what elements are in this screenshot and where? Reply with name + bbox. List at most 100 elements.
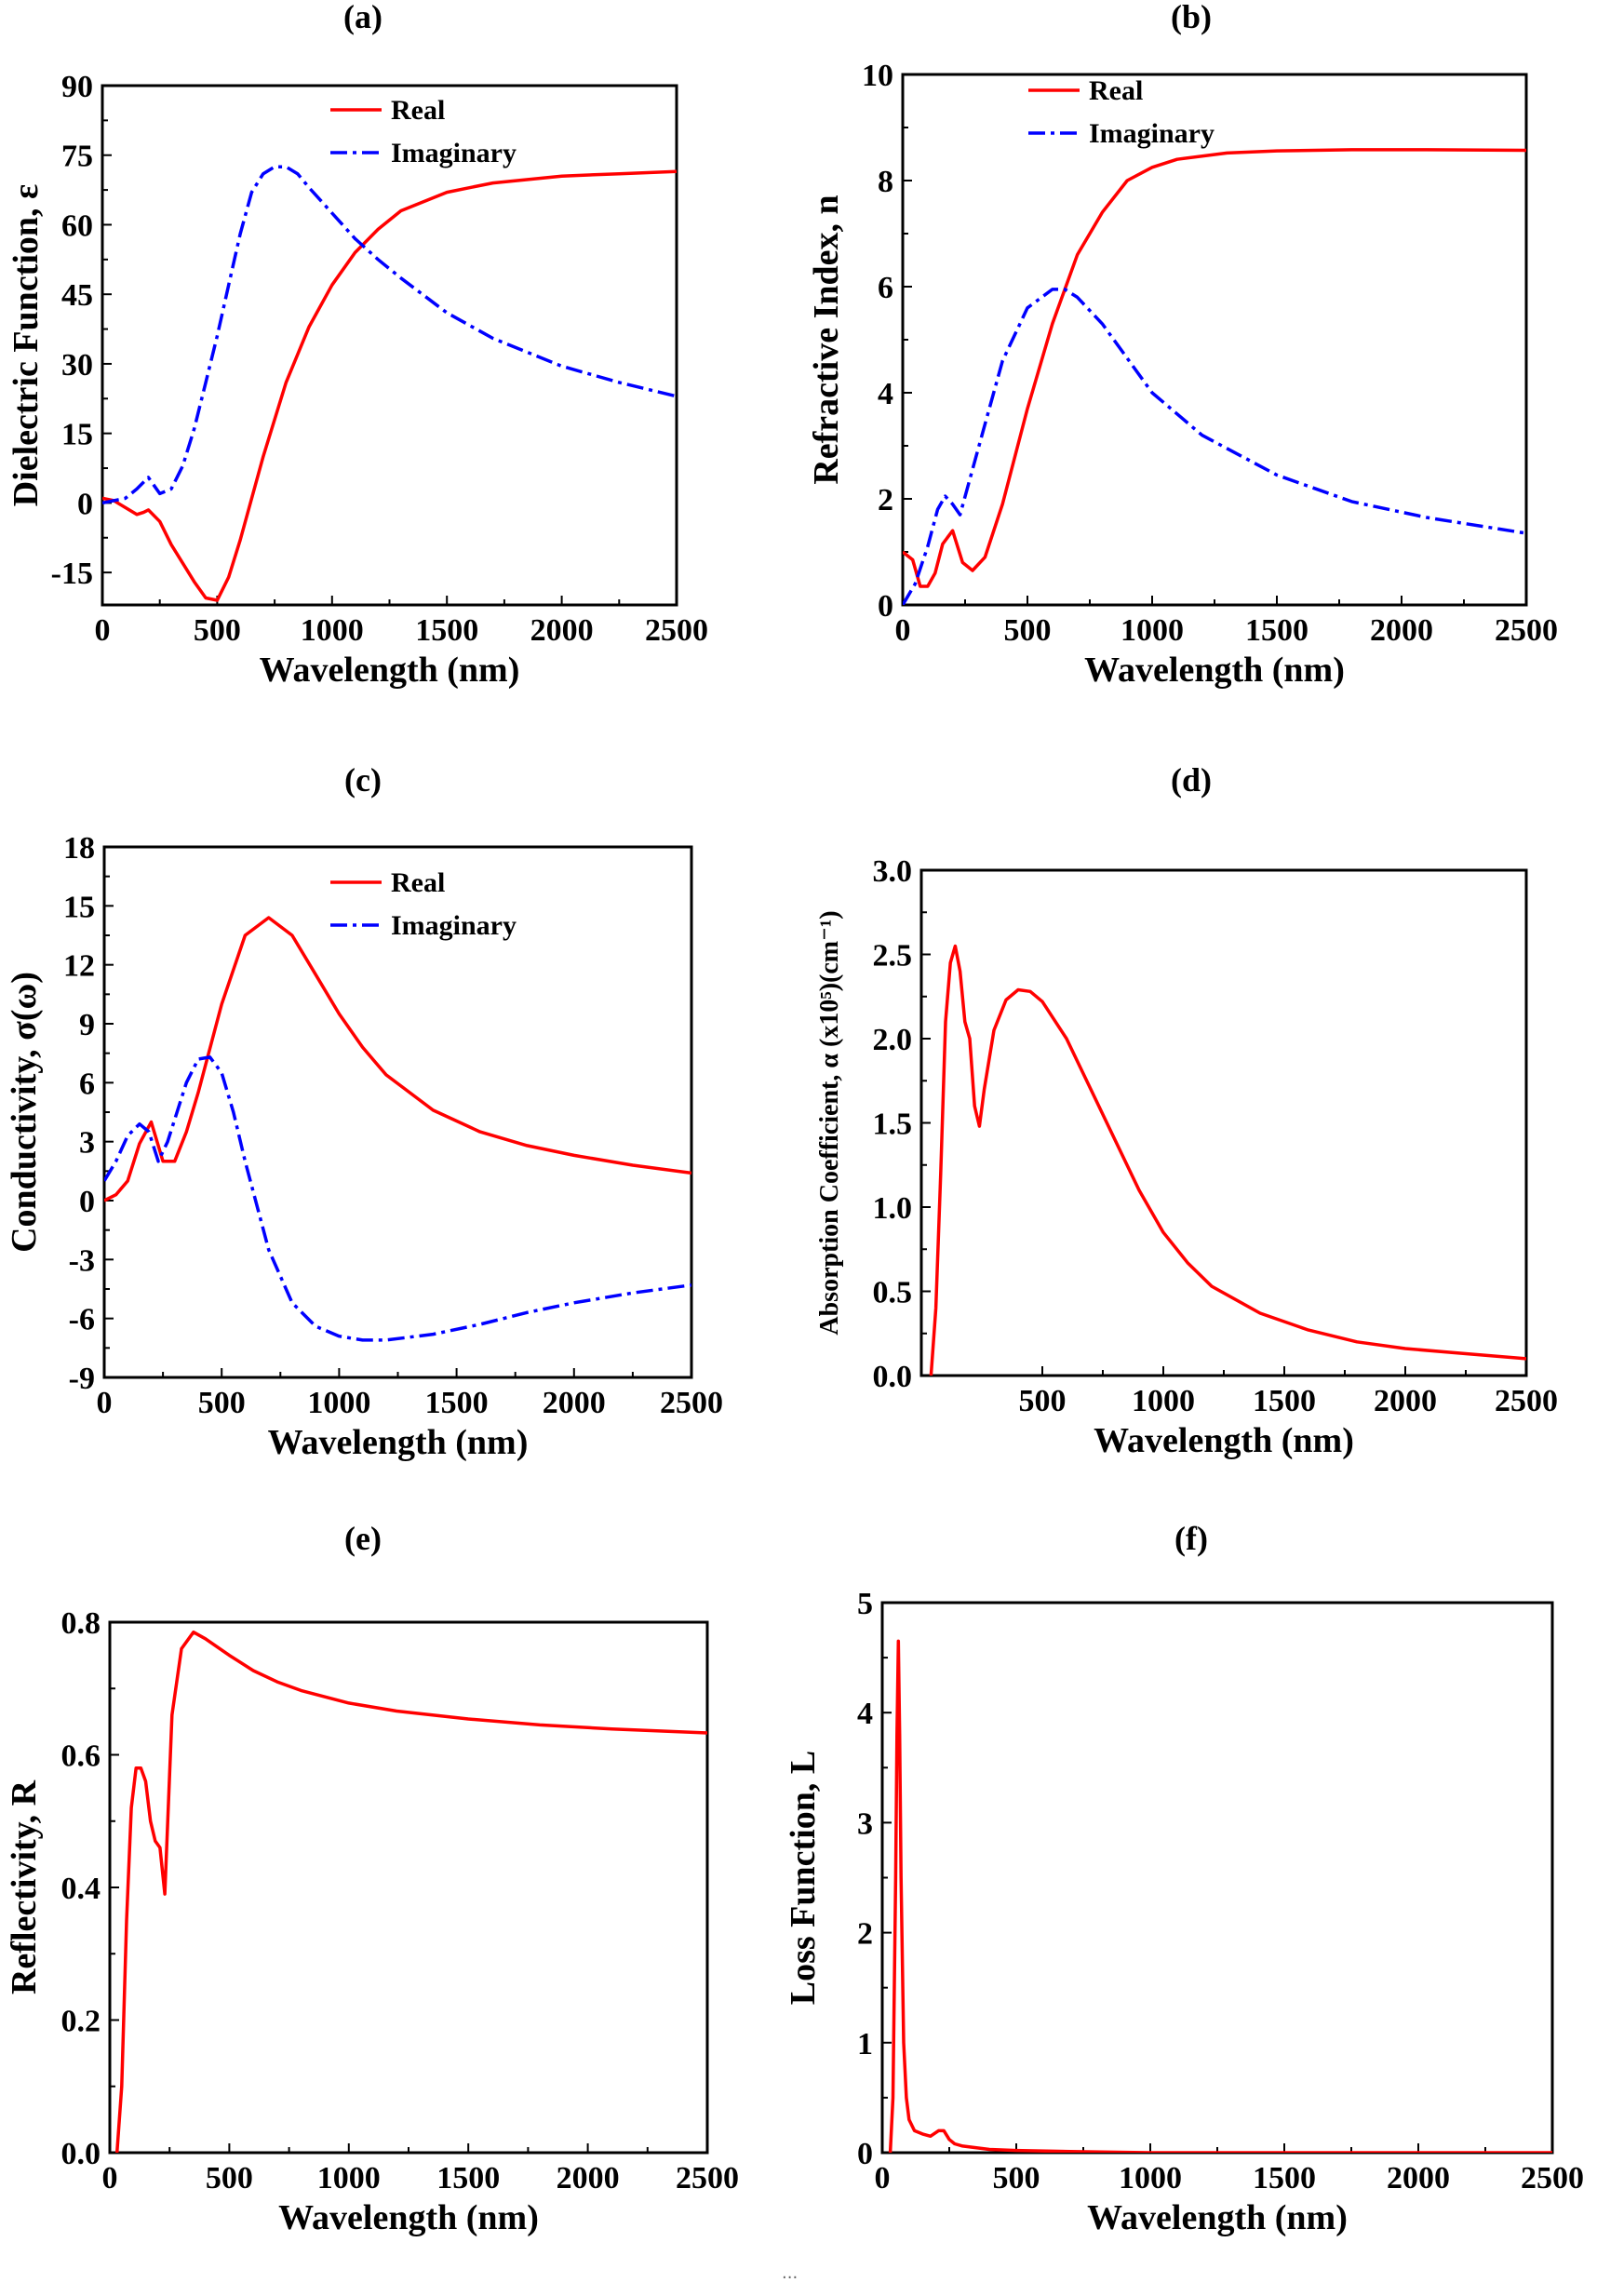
y-tick-label: 0.0 (873, 1360, 913, 1394)
series-line-a-imaginary (102, 165, 677, 505)
panel-label-f: (f) (1174, 1520, 1208, 1557)
y-tick-label: 10 (862, 59, 893, 93)
legend-label-b-real: Real (1089, 75, 1143, 106)
x-tick-label: 1000 (1121, 613, 1184, 648)
panel-label-b: (b) (1171, 0, 1212, 35)
x-tick-label: 1500 (436, 2161, 500, 2195)
chart-c: (c) 0 500 1000 1500 2000 2500 -9 -6 -3 0 3 6 9 12 15 18 W… (5, 761, 723, 1462)
x-tick-label: 500 (993, 2161, 1040, 2195)
legend-label-c-real: Real (391, 867, 445, 898)
series-line-f-loss (888, 1639, 1552, 2153)
y-tick-label: 75 (61, 140, 93, 174)
panel-label-a: (a) (343, 0, 382, 35)
x-tick-label: 2500 (660, 1386, 723, 1420)
x-tick-label: 1500 (1253, 2161, 1316, 2195)
x-tick-label: 500 (1019, 1384, 1067, 1418)
plot-frame-f (880, 1601, 1554, 2155)
series-line-a-real (102, 169, 677, 602)
y-tick-label: 6 (79, 1067, 95, 1101)
x-axis-title-b: Wavelength (nm) (1084, 651, 1345, 690)
y-axis-title-e: Reflectivity, R (5, 1779, 44, 1994)
x-axis-title-c: Wavelength (nm) (268, 1423, 529, 1462)
legend-label-c-imaginary: Imaginary (391, 910, 517, 941)
x-tick-label: 500 (194, 613, 241, 648)
legend-label-b-imaginary: Imaginary (1089, 118, 1215, 149)
x-tick-label: 1500 (415, 613, 478, 648)
y-tick-label: -9 (69, 1362, 95, 1396)
chart-a: (a)0 500 1000 1500 2000 2500-150153045607590W… (7, 0, 708, 690)
y-tick-label: 0 (857, 2137, 873, 2171)
series-line-d-absorption (929, 944, 1526, 1376)
x-tick-label: 0 (95, 613, 111, 648)
y-tick-label: 9 (79, 1008, 95, 1042)
x-tick-label: 0 (895, 613, 911, 648)
y-tick-label: 0.4 (61, 1872, 101, 1906)
x-tick-label: 2500 (1521, 2161, 1584, 2195)
y-tick-label: 0.2 (61, 2005, 101, 2039)
y-tick-label: 4 (857, 1697, 873, 1731)
panel-label-c: (c) (344, 761, 382, 799)
legend-label-a-imaginary: Imaginary (391, 138, 517, 168)
y-tick-label: 0 (77, 487, 93, 521)
x-tick-label: 1500 (1253, 1384, 1316, 1418)
x-tick-label: 1000 (307, 1386, 370, 1420)
x-tick-label: 2000 (530, 613, 594, 648)
plot-frame-a (101, 84, 678, 607)
chart-e: (e) 0 500 1000 1500 2000 2500 0.0 0.2 0.4 0.6 0.8 Wa… (5, 1520, 739, 2237)
y-tick-label: 5 (857, 1587, 873, 1621)
y-tick-label: 18 (63, 831, 95, 866)
panel-label-e: (e) (344, 1520, 382, 1557)
chart-f: (f) 0 500 1000 1500 2000 2500 0 1 2 3 4 5 Wavelength … (784, 1520, 1584, 2237)
y-tick-label: 90 (61, 70, 93, 104)
y-tick-label: 0.0 (61, 2137, 101, 2171)
plot-frame-d (919, 868, 1528, 1377)
y-tick-label: -6 (69, 1303, 95, 1337)
y-tick-label: 2 (857, 1917, 873, 1952)
x-axis-title-f: Wavelength (nm) (1087, 2198, 1348, 2237)
y-tick-label: 2 (878, 483, 893, 517)
series-line-b-imaginary (903, 288, 1526, 605)
x-tick-label: 1500 (425, 1386, 489, 1420)
x-tick-label: 500 (206, 2161, 253, 2195)
x-tick-label: 2000 (543, 1386, 606, 1420)
x-tick-label: 2500 (1495, 613, 1558, 648)
x-tick-label: 2500 (1495, 1384, 1558, 1418)
y-tick-label: 1.5 (873, 1108, 913, 1142)
y-tick-label: 3 (79, 1126, 95, 1161)
y-tick-label: -15 (51, 557, 93, 591)
series-line-c-real (104, 916, 691, 1202)
y-tick-label: 8 (878, 165, 893, 199)
panel-label-d: (d) (1171, 761, 1212, 799)
x-tick-label: 1000 (301, 613, 364, 648)
y-axis-title-c: Conductivity, σ(ω) (5, 972, 44, 1253)
x-axis-title-a: Wavelength (nm) (260, 651, 520, 690)
y-tick-label: -3 (69, 1243, 95, 1278)
x-tick-label: 2000 (1370, 613, 1433, 648)
y-tick-label: 12 (63, 949, 95, 984)
chart-d: (d) 500 1000 1500 2000 2500 0.0 0.5 1.0 1.5 2.0 2.5… (815, 761, 1558, 1460)
x-tick-label: 2000 (1374, 1384, 1437, 1418)
x-tick-label: 1000 (1119, 2161, 1182, 2195)
y-tick-label: 3.0 (873, 854, 913, 889)
x-tick-label: 1000 (317, 2161, 381, 2195)
x-tick-label: 1000 (1132, 1384, 1195, 1418)
y-tick-label: 0.5 (873, 1276, 913, 1310)
x-tick-label: 0 (97, 1386, 113, 1420)
y-tick-label: 6 (878, 271, 893, 305)
y-tick-label: 2.0 (873, 1023, 913, 1057)
x-tick-label: 2500 (676, 2161, 739, 2195)
series-line-b-real (903, 148, 1526, 588)
y-tick-label: 15 (61, 418, 93, 452)
y-axis-title-d: Absorption Coefficient, α (x10⁵)(cm⁻¹) (815, 910, 844, 1335)
y-tick-label: 1.0 (873, 1191, 913, 1226)
legend-label-a-real: Real (391, 95, 445, 126)
x-tick-label: 500 (1004, 613, 1052, 648)
footer-mark: ... (782, 2263, 798, 2283)
x-tick-label: 2000 (1387, 2161, 1450, 2195)
series-line-e-reflectivity (114, 1630, 707, 2153)
y-axis-title-a: Dielectric Function, ε (7, 184, 46, 507)
y-tick-label: 3 (857, 1806, 873, 1841)
x-tick-label: 0 (102, 2161, 118, 2195)
y-tick-label: 0.6 (61, 1739, 101, 1774)
